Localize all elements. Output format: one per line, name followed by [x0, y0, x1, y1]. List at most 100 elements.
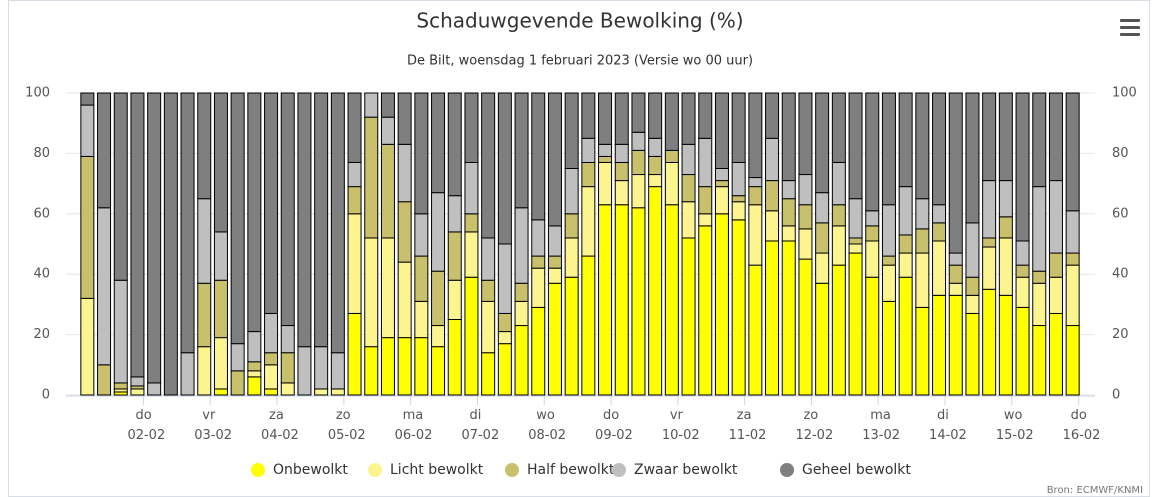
bar-segment: [130, 388, 145, 396]
bar-segment: [731, 195, 746, 203]
legend-marker: [612, 463, 626, 477]
bar-segment: [464, 213, 479, 233]
bar-segment: [982, 246, 997, 290]
y-tick-label: 40: [33, 267, 50, 282]
bar-segment: [431, 346, 446, 396]
bar-segment: [497, 331, 512, 345]
bar-segment: [898, 276, 913, 396]
bar-segment: [264, 364, 279, 390]
bar-segment: [497, 243, 512, 314]
chart-title: Schaduwgevende Bewolking (%): [416, 9, 743, 33]
y-tick-label: 100: [25, 86, 50, 101]
bar-segment: [547, 92, 562, 227]
bar-segment: [1065, 210, 1080, 254]
bar-segment: [447, 319, 462, 396]
bar-segment: [598, 161, 613, 206]
y-tick-label: 0: [42, 388, 50, 403]
bar-segment: [97, 364, 112, 396]
bar-segment: [481, 300, 496, 354]
bar-segment: [998, 216, 1013, 239]
bar-segment: [831, 225, 846, 266]
bar-segment: [798, 204, 813, 230]
x-tick-label: wo 08-02: [528, 408, 566, 443]
bar-segment: [681, 237, 696, 396]
bar-segment: [698, 92, 713, 139]
bar-segment: [648, 137, 663, 157]
bar-segment: [414, 213, 429, 257]
bar-segment: [982, 92, 997, 182]
chart-subtitle: De Bilt, woensdag 1 februari 2023 (Versi…: [407, 54, 753, 69]
bar-segment: [1065, 325, 1080, 396]
bar-segment: [197, 282, 212, 348]
bar-segment: [881, 92, 896, 206]
menu-icon[interactable]: [1120, 19, 1140, 36]
bar-segment: [815, 92, 830, 194]
bar-segment: [213, 279, 228, 339]
bar-segment: [848, 237, 863, 245]
bar-segment: [130, 376, 145, 387]
bar-segment: [280, 325, 295, 354]
bar-segment: [481, 279, 496, 302]
bar-segment: [881, 255, 896, 266]
bar-segment: [781, 198, 796, 227]
bar-segment: [932, 222, 947, 242]
bar-segment: [965, 312, 980, 396]
bar-segment: [447, 231, 462, 281]
bar-segment: [948, 92, 963, 254]
legend-item[interactable]: Geheel bewolkt: [780, 462, 911, 478]
bar-segment: [514, 300, 529, 327]
bar-segment: [848, 92, 863, 200]
x-tick-label: vr 10-02: [662, 408, 700, 443]
bar-segment: [714, 168, 729, 182]
bar-segment: [1015, 276, 1030, 308]
bar-segment: [1065, 264, 1080, 327]
legend-item[interactable]: Onbewolkt: [251, 462, 348, 478]
bar-segment: [698, 213, 713, 227]
legend-item[interactable]: Zwaar bewolkt: [612, 462, 738, 478]
x-tick-label: ma 13-02: [862, 408, 900, 443]
bar-segment: [648, 155, 663, 176]
bar-segment: [714, 186, 729, 215]
bar-segment: [898, 252, 913, 278]
bar-segment: [1048, 180, 1063, 254]
bar-segment: [514, 325, 529, 396]
bar-segment: [330, 388, 345, 396]
bar-segment: [598, 92, 613, 145]
bar-segment: [347, 213, 362, 314]
bar-segment: [932, 240, 947, 296]
bar-segment: [1048, 312, 1063, 396]
menu-bar: [1120, 33, 1140, 36]
bar-segment: [932, 204, 947, 224]
bar-segment: [531, 219, 546, 257]
bar-segment: [264, 352, 279, 366]
bar-segment: [765, 180, 780, 212]
legend-label: Geheel bewolkt: [802, 462, 911, 478]
legend-label: Licht bewolkt: [390, 462, 484, 478]
y-tick-label: 80: [33, 146, 50, 161]
bar-segment: [631, 131, 646, 151]
bar-segment: [631, 207, 646, 396]
bar-segment: [297, 92, 312, 348]
bar-segment: [1048, 92, 1063, 182]
bar-segment: [1032, 325, 1047, 396]
bar-segment: [848, 198, 863, 239]
bar-segment: [731, 92, 746, 163]
bar-segment: [330, 92, 345, 354]
bar-segment: [213, 388, 228, 396]
bar-segment: [347, 92, 362, 163]
legend-marker: [780, 463, 794, 477]
bar-segment: [798, 258, 813, 396]
bar-segment: [347, 186, 362, 215]
bar-segment: [547, 255, 562, 269]
bar-segment: [681, 201, 696, 239]
bar-segment: [648, 186, 663, 396]
legend-item[interactable]: Half bewolkt: [505, 462, 615, 478]
bar-segment: [765, 240, 780, 396]
bar-segment: [881, 300, 896, 396]
x-tick-label: wo 15-02: [996, 408, 1034, 443]
legend-marker: [368, 463, 382, 477]
x-tick-label: do 02-02: [127, 408, 165, 443]
legend-item[interactable]: Licht bewolkt: [368, 462, 484, 478]
bar-segment: [1015, 92, 1030, 242]
bar-segment: [447, 92, 462, 197]
